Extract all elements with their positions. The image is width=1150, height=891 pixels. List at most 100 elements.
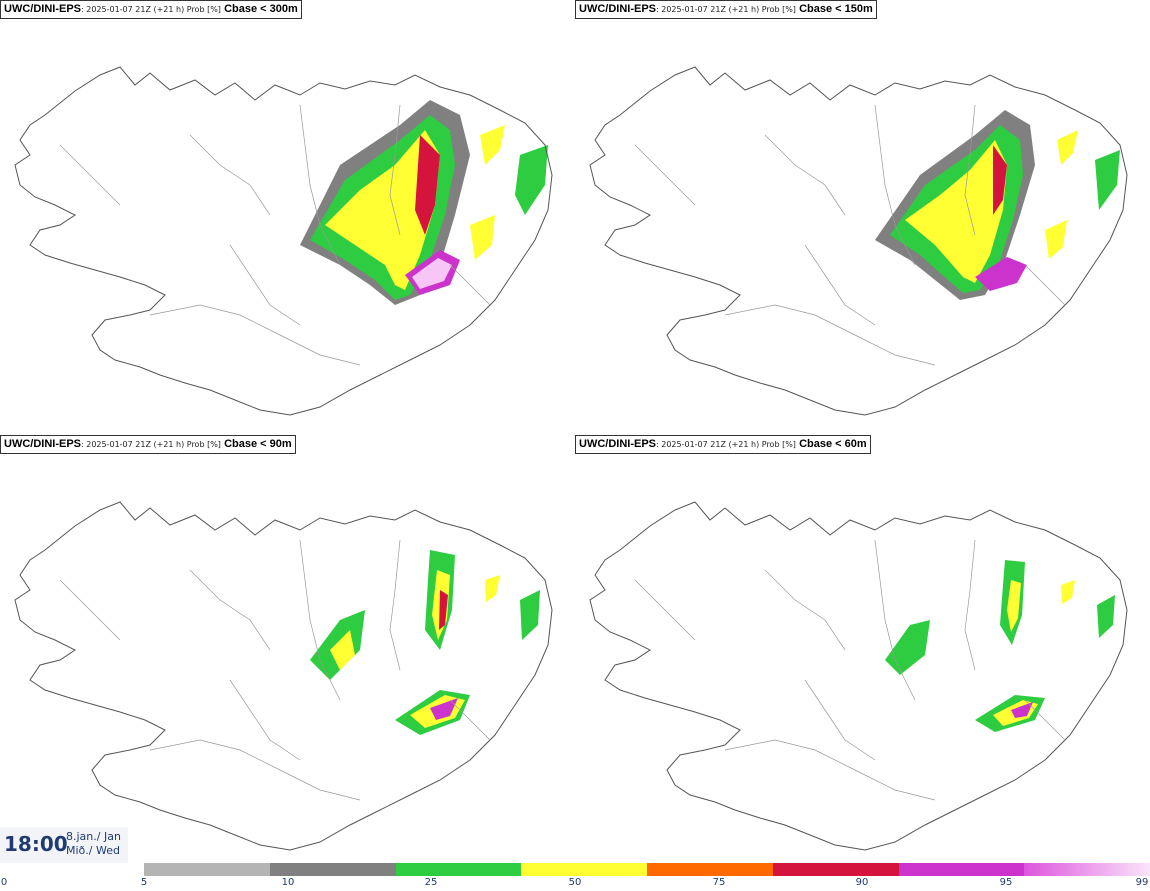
map-panel-cbase-60: UWC/DINI-EPS: 2025-01-07 21Z (+21 h) Pro…	[575, 435, 1150, 870]
map-panel-cbase-90: UWC/DINI-EPS: 2025-01-07 21Z (+21 h) Pro…	[0, 435, 575, 870]
probability-field	[1007, 580, 1021, 632]
run-meta: : 2025-01-07 21Z (+21 h) Prob [%]	[81, 440, 221, 449]
region-boundary	[149, 739, 361, 801]
region-boundary	[724, 304, 936, 366]
panel-title: UWC/DINI-EPS: 2025-01-07 21Z (+21 h) Pro…	[575, 435, 871, 454]
probability-field	[1045, 220, 1067, 259]
valid-time: 18:00	[4, 832, 68, 856]
region-boundary	[389, 539, 401, 671]
region-boundary	[299, 104, 341, 266]
iceland-map	[589, 66, 1128, 416]
region-boundary	[634, 579, 696, 641]
run-meta: : 2025-01-07 21Z (+21 h) Prob [%]	[656, 440, 796, 449]
region-boundary	[59, 144, 121, 206]
model-name: UWC/DINI-EPS	[4, 438, 81, 450]
legend-tick-label: 50	[568, 877, 582, 888]
legend-tick-label: 5	[140, 877, 148, 888]
probability-field	[1057, 130, 1078, 165]
iceland-map	[14, 66, 553, 416]
legend-segment	[395, 863, 522, 876]
probability-field	[905, 140, 1007, 283]
region-boundary	[874, 104, 916, 266]
probability-field	[515, 145, 548, 215]
region-boundary	[964, 539, 976, 671]
legend-tick-label: 75	[712, 877, 726, 888]
region-boundary	[389, 104, 401, 236]
region-boundary	[764, 134, 846, 216]
region-boundary	[299, 539, 341, 701]
panel-title: UWC/DINI-EPS: 2025-01-07 21Z (+21 h) Pro…	[575, 0, 877, 19]
legend-segment	[772, 863, 899, 876]
legend-tick-label: 95	[999, 877, 1013, 888]
legend-tick-label: 0	[0, 877, 8, 888]
legend-segment	[898, 863, 1025, 876]
probability-field	[470, 215, 495, 260]
region-boundary	[634, 144, 696, 206]
region-boundary	[764, 569, 846, 651]
region-boundary	[964, 104, 976, 236]
probability-field	[430, 698, 458, 720]
legend-segment	[1024, 863, 1150, 876]
legend-segment	[269, 863, 396, 876]
probability-field	[993, 145, 1007, 215]
probability-field	[975, 257, 1027, 291]
region-boundary	[189, 569, 271, 651]
probability-field	[1095, 150, 1120, 210]
model-name: UWC/DINI-EPS	[579, 438, 656, 450]
map-panel-cbase-150: UWC/DINI-EPS: 2025-01-07 21Z (+21 h) Pro…	[575, 0, 1150, 435]
legend-segment	[144, 863, 270, 876]
iceland-map	[14, 501, 553, 851]
legend-tick-label: 10	[281, 877, 295, 888]
region-boundary	[1024, 264, 1066, 306]
region-boundary	[874, 539, 916, 701]
probability-legend-bar	[144, 863, 1150, 876]
legend-tick-label: 90	[855, 877, 869, 888]
region-boundary	[229, 679, 301, 761]
probability-field	[480, 125, 505, 165]
parameter-label: Cbase < 90m	[224, 438, 292, 450]
coastline	[14, 501, 553, 851]
legend-segment	[521, 863, 647, 876]
map-panel-cbase-300: UWC/DINI-EPS: 2025-01-07 21Z (+21 h) Pro…	[0, 0, 575, 435]
probability-field	[1097, 595, 1115, 638]
probability-field	[415, 135, 440, 235]
region-boundary	[449, 699, 491, 741]
region-boundary	[59, 579, 121, 641]
probability-field	[485, 575, 500, 602]
probability-field	[885, 620, 930, 675]
legend-tick-label: 25	[424, 877, 438, 888]
panel-title: UWC/DINI-EPS: 2025-01-07 21Z (+21 h) Pro…	[0, 0, 302, 19]
probability-field	[1011, 702, 1033, 718]
region-boundary	[149, 304, 361, 366]
probability-field	[1061, 580, 1075, 604]
model-name: UWC/DINI-EPS	[579, 3, 656, 15]
panel-title: UWC/DINI-EPS: 2025-01-07 21Z (+21 h) Pro…	[0, 435, 296, 454]
probability-field	[520, 590, 540, 640]
run-meta: : 2025-01-07 21Z (+21 h) Prob [%]	[81, 5, 221, 14]
parameter-label: Cbase < 60m	[799, 438, 867, 450]
coastline	[589, 66, 1128, 416]
model-name: UWC/DINI-EPS	[4, 3, 81, 15]
parameter-label: Cbase < 300m	[224, 3, 298, 15]
probability-field	[439, 590, 448, 630]
run-meta: : 2025-01-07 21Z (+21 h) Prob [%]	[656, 5, 796, 14]
probability-field	[330, 630, 355, 670]
iceland-map	[589, 501, 1128, 851]
probability-field	[325, 130, 440, 290]
coastline	[589, 501, 1128, 851]
region-boundary	[1024, 699, 1066, 741]
legend-segment	[647, 863, 773, 876]
legend-tick-label: 99	[1135, 877, 1149, 888]
valid-time-box: 18:00 8.jan./ Jan Mið./ Wed	[0, 827, 128, 863]
valid-date-line2: Mið./ Wed	[66, 844, 120, 857]
valid-date: 8.jan./ Jan Mið./ Wed	[66, 830, 121, 858]
region-boundary	[229, 244, 301, 326]
probability-field	[412, 258, 452, 289]
valid-date-line1: 8.jan./ Jan	[66, 830, 121, 843]
region-boundary	[189, 134, 271, 216]
coastline	[14, 66, 553, 416]
region-boundary	[449, 264, 491, 306]
region-boundary	[724, 739, 936, 801]
region-boundary	[804, 679, 876, 761]
parameter-label: Cbase < 150m	[799, 3, 873, 15]
